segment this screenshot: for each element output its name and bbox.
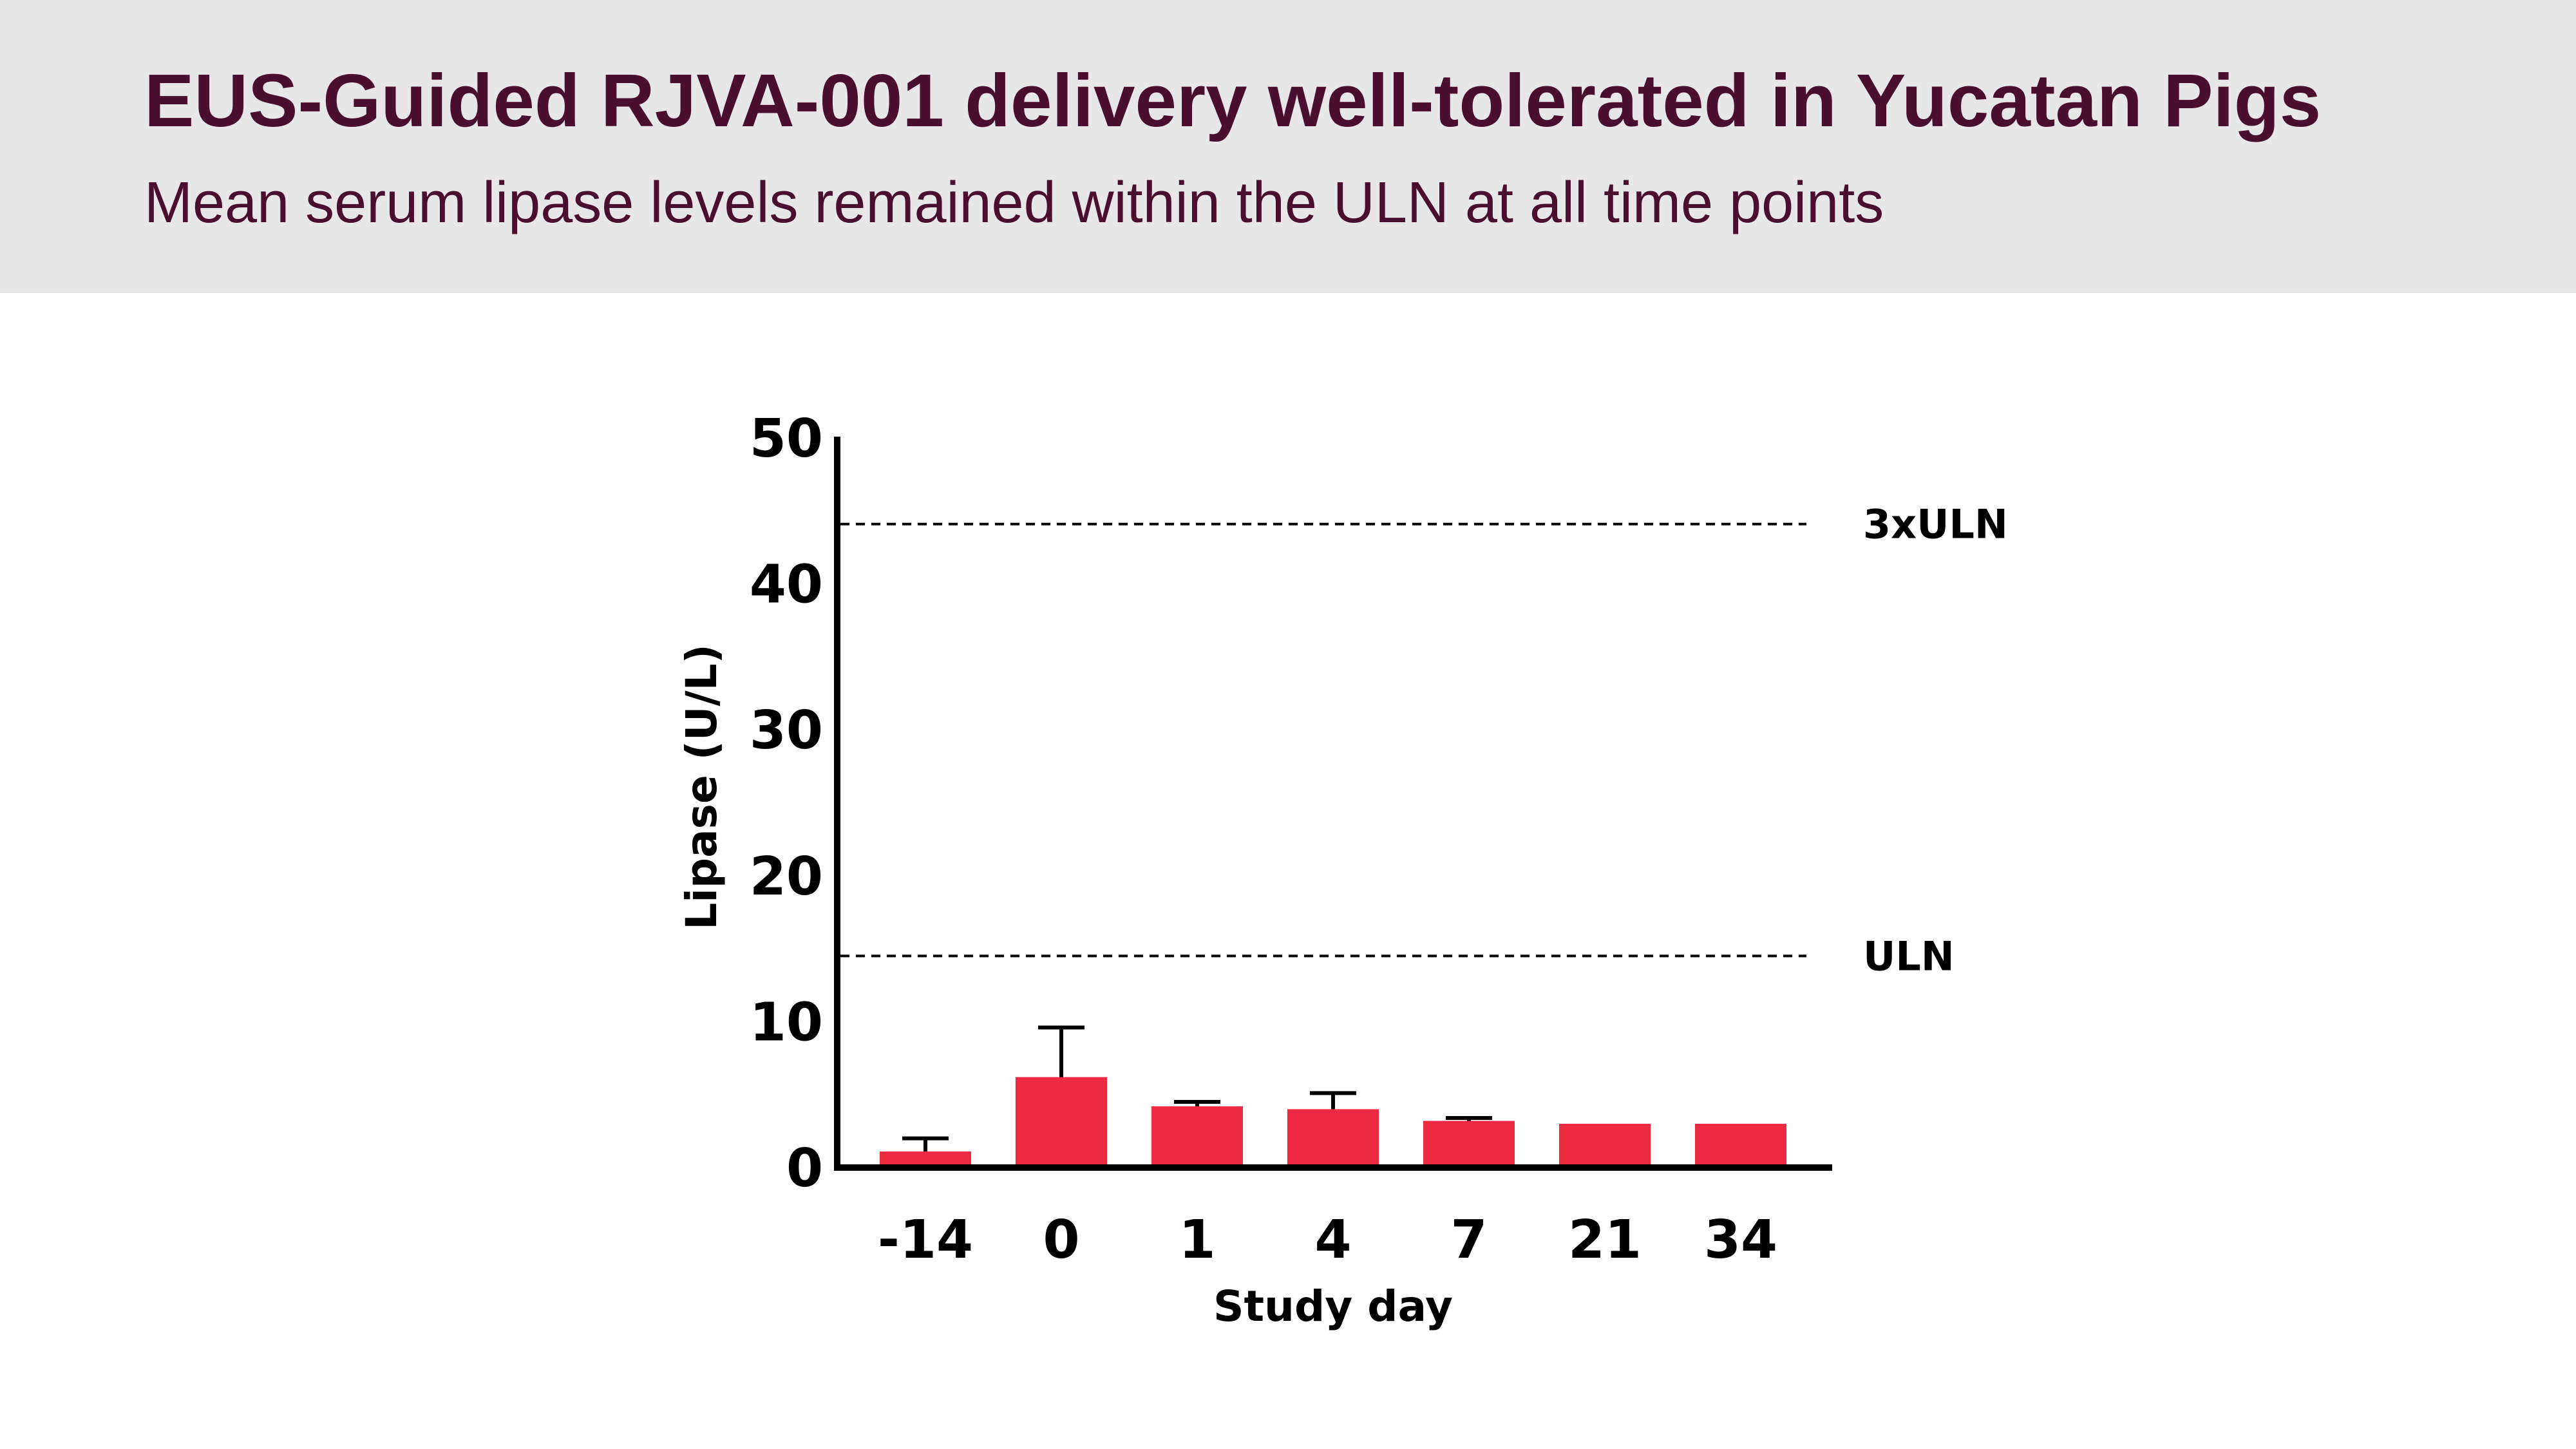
bar — [1423, 1121, 1515, 1168]
x-tick-label: 34 — [1704, 1209, 1777, 1271]
y-axis-title: Lipase (U/L) — [677, 644, 726, 930]
y-tick-label: 0 — [786, 1138, 823, 1199]
x-tick-label: 1 — [1179, 1209, 1215, 1271]
y-tick-label: 20 — [750, 846, 823, 907]
y-tick-label: 10 — [750, 992, 823, 1053]
error-bar — [1174, 1100, 1220, 1106]
x-tick-label: 21 — [1568, 1209, 1642, 1271]
reference-lines: 3xULN ULN — [840, 501, 2008, 980]
reference-line-label: ULN — [1863, 933, 1955, 980]
header-band — [0, 0, 2576, 293]
bar — [1016, 1077, 1107, 1168]
y-tick-label: 40 — [750, 554, 823, 616]
x-axis-title: Study day — [1213, 1282, 1453, 1331]
x-tick-labels: -14 0 1 4 7 21 34 — [878, 1209, 1777, 1271]
error-bar — [1310, 1091, 1356, 1110]
slide-subtitle: Mean serum lipase levels remained within… — [144, 171, 1884, 235]
y-tick-label: 50 — [750, 408, 823, 469]
bar — [1695, 1124, 1786, 1168]
reference-line-label: 3xULN — [1863, 501, 2008, 548]
error-bar — [902, 1136, 949, 1152]
slide-title: EUS-Guided RJVA-001 delivery well-tolera… — [144, 59, 2322, 142]
y-tick-label: 30 — [750, 700, 823, 761]
bar — [1287, 1109, 1379, 1168]
bar — [1151, 1106, 1243, 1168]
bars — [880, 1077, 1786, 1168]
axes — [834, 437, 1832, 1171]
x-tick-label: 0 — [1043, 1209, 1079, 1271]
x-tick-label: -14 — [878, 1209, 973, 1271]
bar — [1559, 1124, 1651, 1168]
error-bars — [902, 1025, 1492, 1152]
y-tick-labels: 0 10 20 30 40 50 — [750, 408, 823, 1199]
x-tick-label: 7 — [1450, 1209, 1487, 1271]
error-bar — [1446, 1115, 1492, 1121]
x-tick-label: 4 — [1314, 1209, 1351, 1271]
error-bar — [1038, 1025, 1084, 1077]
